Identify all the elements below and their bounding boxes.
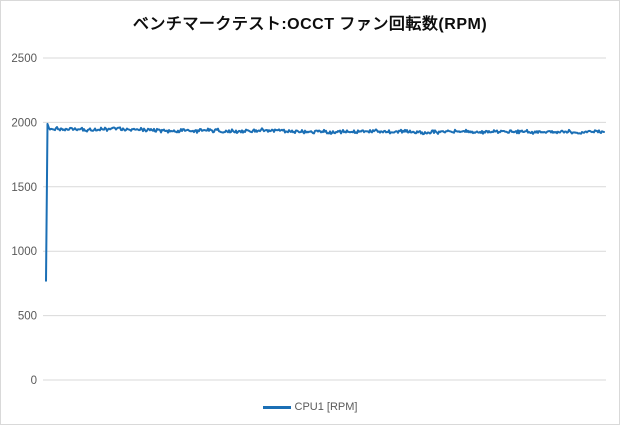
page-title: ベンチマークテスト:OCCT ファン回転数(RPM) [132, 16, 488, 33]
legend-line-swatch [262, 405, 291, 409]
svg-text:2000: 2000 [11, 117, 37, 129]
svg-text:1500: 1500 [11, 182, 37, 194]
chart-legend: CPU1 [RPM] [1, 401, 619, 413]
svg-text:0: 0 [31, 375, 37, 387]
svg-text:500: 500 [18, 311, 37, 323]
svg-text:1000: 1000 [11, 246, 37, 258]
legend-label: CPU1 [RPM] [294, 401, 358, 413]
svg-text:2500: 2500 [11, 53, 37, 65]
